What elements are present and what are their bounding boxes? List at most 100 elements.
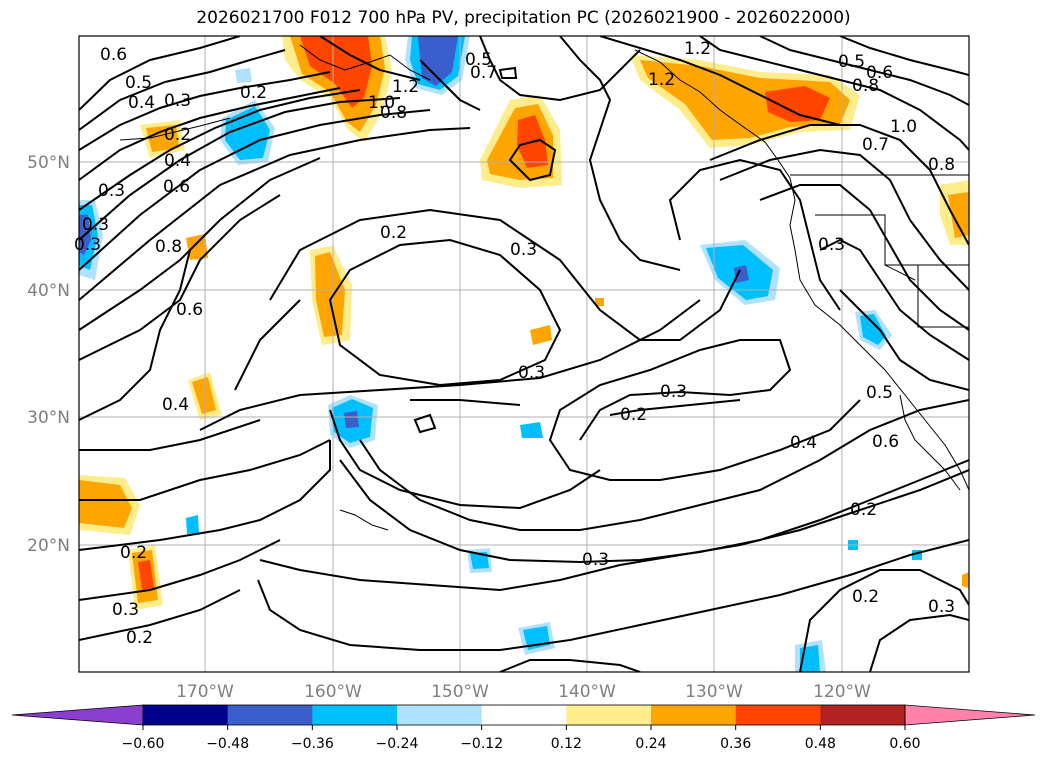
colorbar-segment [735, 705, 821, 725]
contour-label: 0.4 [164, 151, 191, 171]
contour-label: 0.4 [790, 433, 817, 453]
shade-positive-west [315, 252, 345, 337]
contour-label: 0.3 [582, 550, 609, 570]
contour-label: 0.6 [866, 63, 893, 83]
shade-positive-small [530, 325, 552, 345]
colorbar-segment [397, 705, 483, 725]
contour-label: 0.8 [852, 76, 879, 96]
colorbar-extend-max [904, 704, 1036, 726]
shade-positive-sw [138, 560, 154, 590]
colorbar-segment [566, 705, 652, 725]
contour-label: 0.8 [155, 237, 182, 257]
colorbar-segment [651, 705, 737, 725]
contour-label: 0.3 [660, 382, 687, 402]
longitude-labels: 170°W 160°W 150°W 140°W 130°W 120°W [176, 682, 871, 702]
colorbar-tick-label: 0.60 [889, 736, 920, 752]
colorbar-tick-label: −0.60 [122, 736, 165, 752]
contour-label: 1.2 [392, 77, 419, 97]
contour-label: 1.0 [890, 117, 917, 137]
contour-label: 0.2 [852, 587, 879, 607]
lat-label: 50°N [27, 153, 70, 173]
shade-negative-small [235, 68, 252, 83]
contour-label: 0.2 [380, 223, 407, 243]
latitude-labels: 50°N 40°N 30°N 20°N [27, 153, 70, 556]
coastlines [119, 44, 969, 531]
colorbar-tick-label: −0.12 [460, 736, 503, 752]
lon-label: 170°W [176, 682, 234, 702]
colorbar-tick-label: 0.48 [805, 736, 836, 752]
contour-label: 0.2 [164, 125, 191, 145]
contour-label: 0.4 [162, 395, 189, 415]
contour-label: 0.3 [74, 235, 101, 255]
shade-positive-small [146, 125, 179, 152]
colorbar-segment [481, 705, 567, 725]
contour-label: 0.2 [240, 83, 267, 103]
colorbar-tick-label: −0.48 [206, 736, 249, 752]
contour-label: 0.3 [164, 91, 191, 111]
shade-positive-coast [765, 86, 830, 122]
lat-label: 20°N [27, 536, 70, 556]
contour-label: 0.2 [850, 500, 877, 520]
contour-label: 1.2 [684, 39, 711, 59]
contour-labels: 0.6 0.5 0.4 0.3 0.2 0.2 0.4 0.3 0.6 0.8 … [74, 39, 955, 648]
contour-label: 0.6 [176, 300, 203, 320]
contour-label: 0.3 [112, 600, 139, 620]
colorbar-segment [143, 705, 229, 725]
colorbar-tick-label: 0.12 [551, 736, 582, 752]
lon-label: 120°W [813, 682, 871, 702]
contour-label: 0.6 [872, 432, 899, 452]
lon-label: 150°W [431, 682, 489, 702]
map-title: 2026021700 F012 700 hPa PV, precipitatio… [196, 8, 851, 28]
colorbar-tick-label: 0.24 [635, 736, 666, 752]
contour-label: 0.3 [928, 597, 955, 617]
shade-negative-small [470, 552, 489, 569]
contour-label: 0.2 [126, 628, 153, 648]
contour-label: 1.2 [648, 70, 675, 90]
shade-positive-small [192, 377, 216, 414]
colorbar-segment [227, 705, 313, 725]
colorbar-segment [312, 705, 398, 725]
contour-label: 0.7 [862, 135, 889, 155]
shade-positive-small [595, 298, 604, 306]
contour-label: 0.6 [163, 177, 190, 197]
contour-label: 0.3 [510, 240, 537, 260]
contour-label: 0.3 [818, 235, 845, 255]
precipitation-shading [79, 36, 969, 672]
colorbar-segment [820, 705, 906, 725]
contour-label: 0.3 [98, 181, 125, 201]
shade-negative-central [344, 411, 359, 428]
contour-label: 0.8 [928, 155, 955, 175]
shade-negative-ne [734, 265, 749, 283]
contour-label: 0.8 [380, 103, 407, 123]
colorbar: −0.60 −0.48 −0.36 −0.24 −0.12 0.12 0.24 0.36 0.4… [11, 704, 1036, 752]
map-frame [78, 35, 970, 673]
shade-negative-small [186, 515, 199, 534]
contour-label: 0.7 [470, 63, 497, 83]
contour-label: 0.5 [125, 73, 152, 93]
colorbar-extend-min [11, 704, 144, 726]
colorbar-frame [142, 704, 906, 726]
shade-positive-sw [79, 480, 132, 528]
pv-contours [79, 36, 969, 672]
colorbar-tick-label: −0.36 [291, 736, 334, 752]
lon-label: 140°W [558, 682, 616, 702]
contour-label: 0.6 [100, 45, 127, 65]
contour-label: 0.5 [866, 383, 893, 403]
contour-label: 0.5 [838, 52, 865, 72]
shade-negative-coast [860, 314, 886, 345]
lat-label: 30°N [27, 408, 70, 428]
lon-label: 130°W [685, 682, 743, 702]
contour-label: 1.0 [368, 93, 395, 113]
contour-label: 0.3 [518, 363, 545, 383]
shade-negative-alaska [418, 36, 458, 86]
shade-positive-east [962, 572, 969, 588]
contour-label: 0.2 [120, 543, 147, 563]
colorbar-tick-label: −0.24 [376, 736, 419, 752]
gridlines [79, 36, 969, 672]
shade-positive-east [948, 192, 969, 238]
contour-label: 0.5 [465, 50, 492, 70]
contour-label: 0.3 [82, 215, 109, 235]
contour-label: 0.2 [620, 405, 647, 425]
lon-label: 160°W [304, 682, 362, 702]
